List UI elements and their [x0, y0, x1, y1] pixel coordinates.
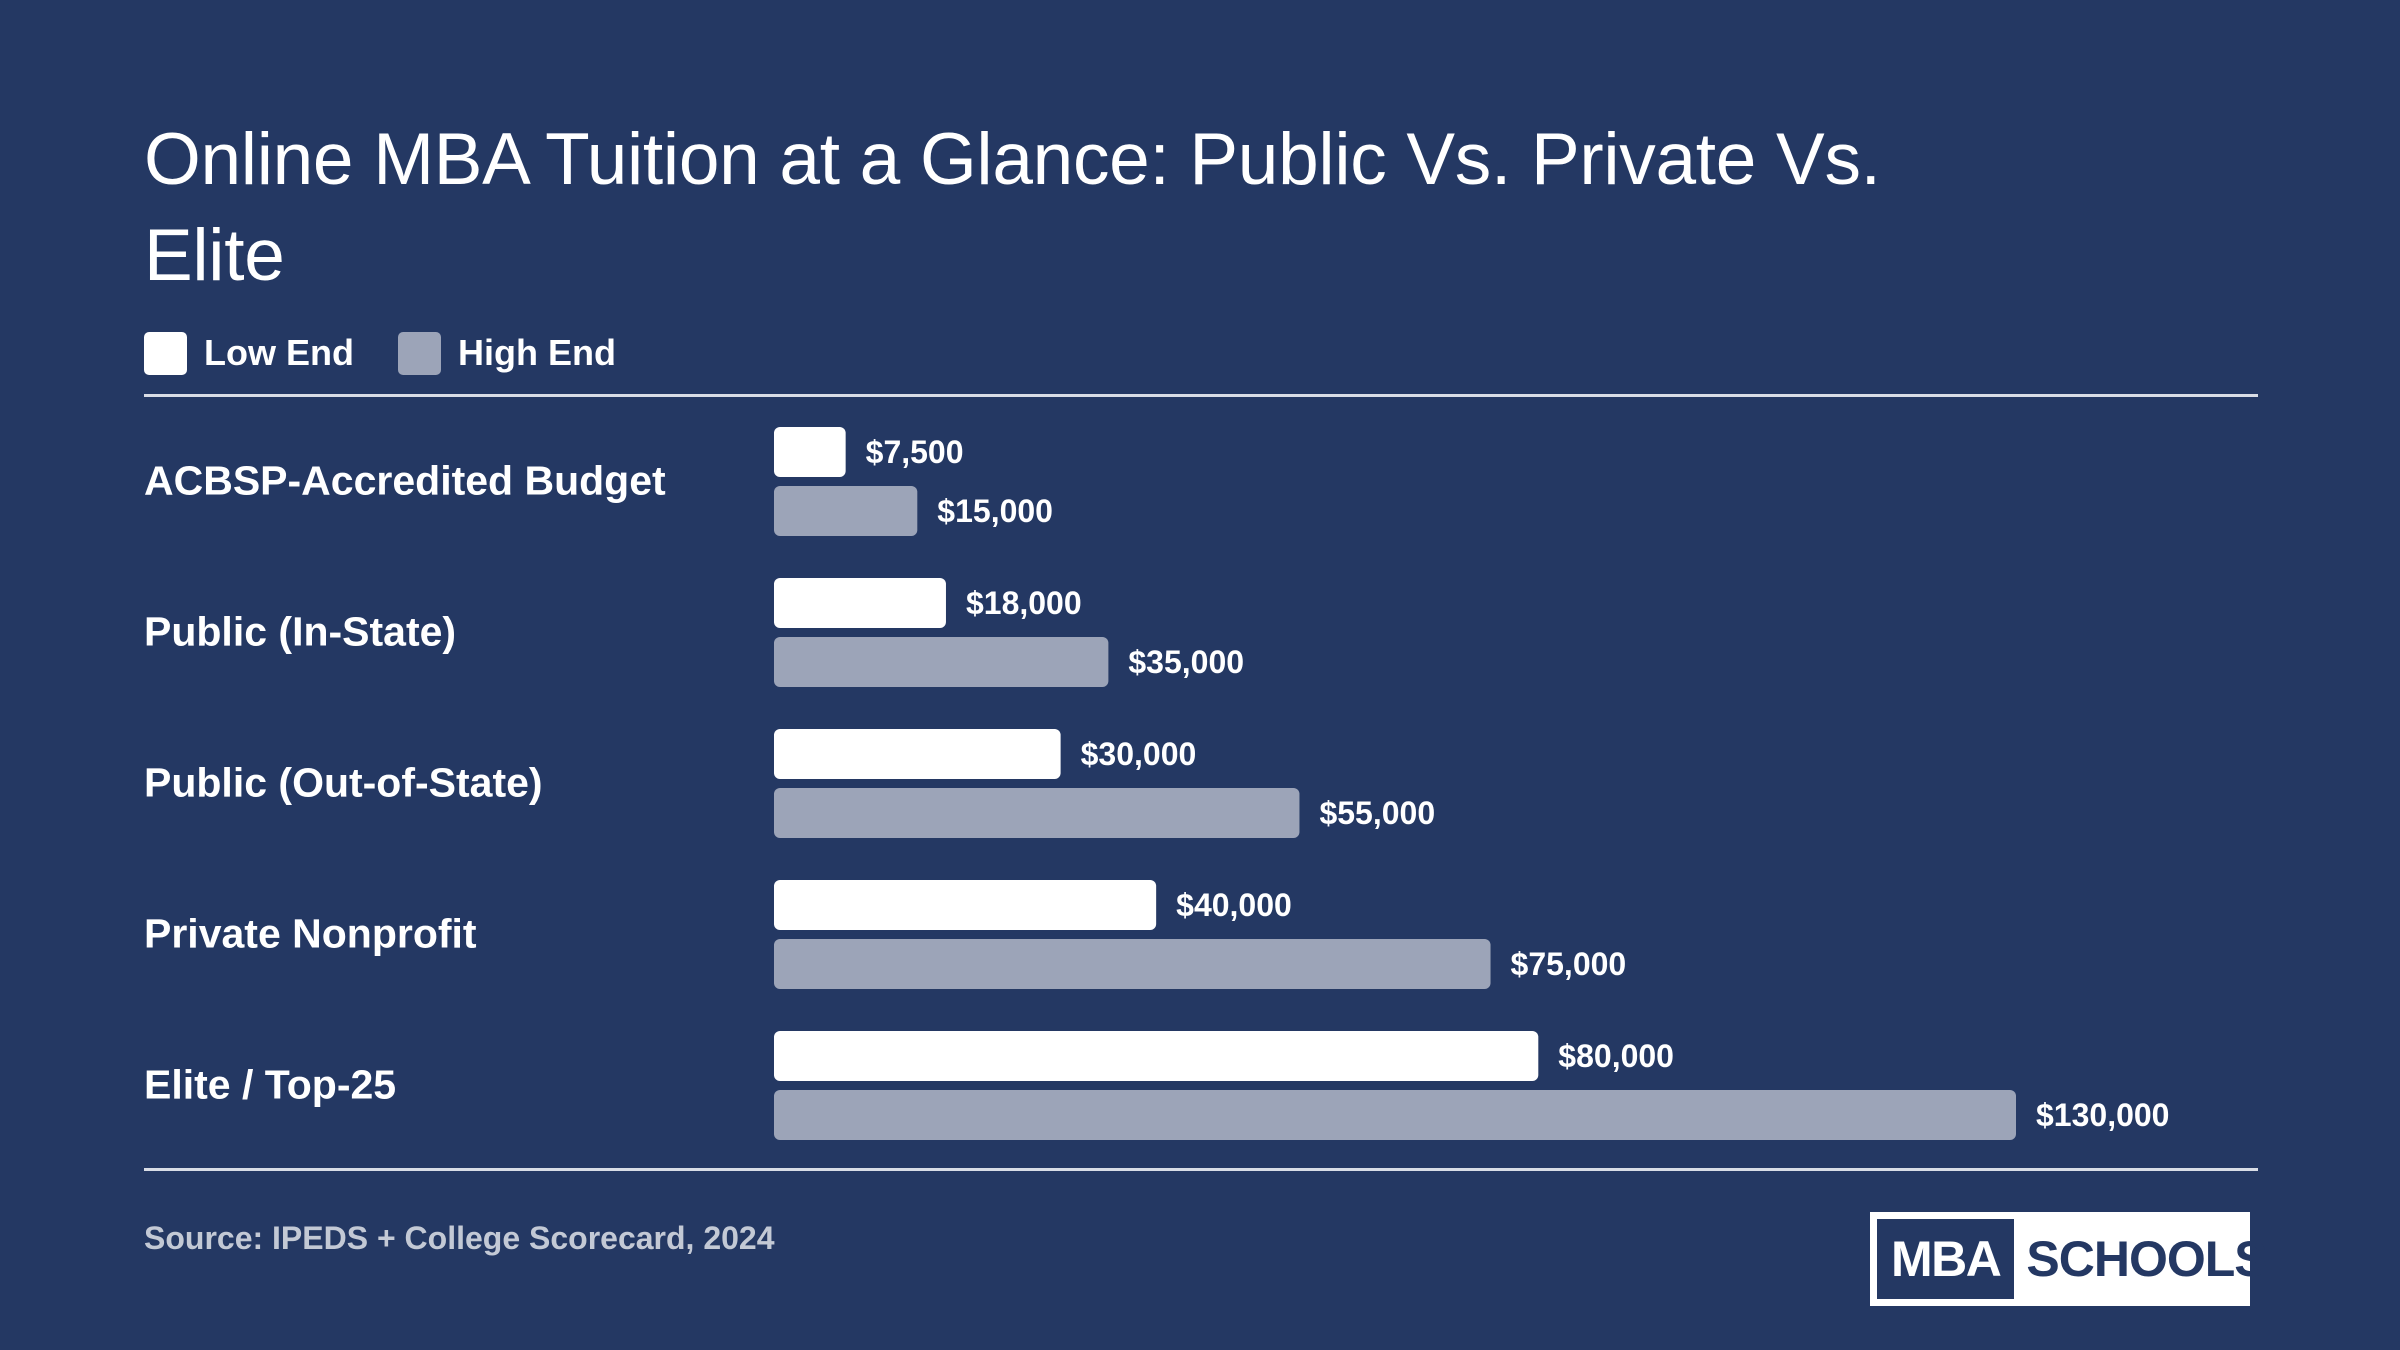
- value-label-low-end: $80,000: [1558, 1038, 1674, 1074]
- chart-title: Online MBA Tuition at a Glance: Public V…: [144, 119, 1881, 296]
- value-label-low-end: $18,000: [966, 585, 1082, 621]
- top-divider: [144, 394, 2258, 397]
- bar-high-end: [774, 637, 1109, 687]
- bar-high-end: [774, 788, 1300, 838]
- legend-swatch-low-end: [144, 331, 187, 375]
- bar-group-public-in-state: Public (In-State) $18,000 $35,000: [144, 578, 1244, 687]
- value-label-high-end: $15,000: [937, 493, 1053, 529]
- category-label: Elite / Top-25: [144, 1062, 396, 1108]
- value-label-low-end: $7,500: [866, 434, 964, 470]
- mba-schools-logo: MBA SCHOOLS: [1870, 1212, 2268, 1306]
- bar-high-end: [774, 486, 918, 536]
- legend-item-low-end: Low End: [144, 331, 354, 375]
- bar-group-private-nonprofit: Private Nonprofit $40,000 $75,000: [144, 880, 1626, 989]
- value-label-high-end: $55,000: [1319, 795, 1435, 831]
- bar-low-end: [774, 880, 1157, 930]
- value-label-low-end: $30,000: [1081, 736, 1197, 772]
- bar-low-end: [774, 1031, 1539, 1081]
- legend-label-low-end: Low End: [204, 332, 354, 373]
- bar-group-public-out-of-state: Public (Out-of-State) $30,000 $55,000: [144, 729, 1435, 838]
- bar-high-end: [774, 939, 1491, 989]
- bar-group-acbsp-accredited-budget: ACBSP-Accredited Budget $7,500 $15,000: [144, 427, 1053, 536]
- value-label-high-end: $130,000: [2036, 1097, 2169, 1133]
- legend-item-high-end: High End: [397, 331, 616, 375]
- value-label-high-end: $35,000: [1128, 644, 1244, 680]
- logo-mba-text: MBA: [1877, 1219, 2015, 1299]
- logo-schools-text: SCHOOLS: [2026, 1231, 2267, 1287]
- category-label: ACBSP-Accredited Budget: [144, 458, 666, 504]
- bar-group-elite-top-25: Elite / Top-25 $80,000 $130,000: [144, 1031, 2169, 1140]
- category-label: Public (In-State): [144, 609, 456, 655]
- source-note: Source: IPEDS + College Scorecard, 2024: [144, 1220, 775, 1256]
- bar-chart: ACBSP-Accredited Budget $7,500 $15,000 Publ…: [144, 427, 2169, 1140]
- bar-low-end: [774, 729, 1061, 779]
- legend-swatch-high-end: [397, 331, 441, 375]
- bottom-divider: [144, 1168, 2258, 1171]
- category-label: Private Nonprofit: [144, 911, 477, 957]
- value-label-high-end: $75,000: [1511, 946, 1627, 982]
- bar-low-end: [774, 578, 946, 628]
- value-label-low-end: $40,000: [1176, 887, 1292, 923]
- bar-low-end: [774, 427, 846, 477]
- legend-label-high-end: High End: [457, 332, 616, 373]
- category-label: Public (Out-of-State): [144, 760, 543, 806]
- bar-high-end: [774, 1090, 2016, 1140]
- legend: Low End High End: [144, 330, 660, 376]
